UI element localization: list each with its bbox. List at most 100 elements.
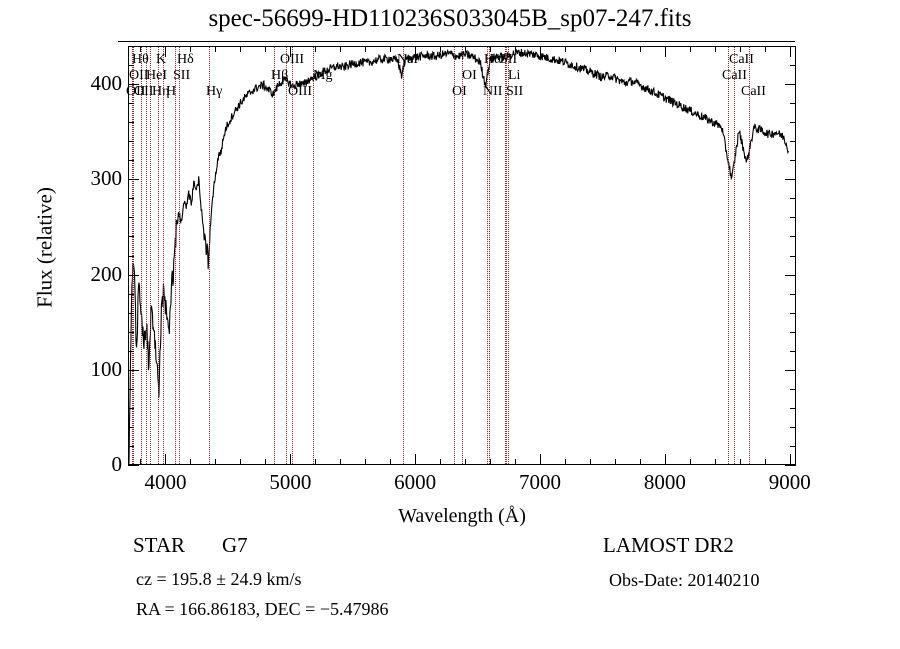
spectral-line-marker <box>145 47 147 464</box>
obs-date-label: Obs-Date: 20140210 <box>609 570 760 590</box>
x-tick-label: 6000 <box>394 470 437 494</box>
spectral-line-label: Hη <box>152 84 170 99</box>
spectral-line-label: CaII <box>741 84 766 99</box>
axis-tick <box>589 459 591 465</box>
axis-tick <box>790 388 796 390</box>
axis-tick <box>128 236 134 238</box>
spectral-line-marker <box>505 47 507 464</box>
axis-tick <box>128 179 139 181</box>
axis-tick <box>128 122 134 124</box>
x-tick-label: 4000 <box>144 470 187 494</box>
y-tick-label: 400 <box>90 71 123 96</box>
spectral-line-marker <box>453 47 455 464</box>
spectral-line-label: Hδ <box>177 52 194 67</box>
spectral-line-marker <box>486 47 488 464</box>
axis-tick <box>128 103 134 105</box>
spectral-line-marker <box>504 47 506 464</box>
axis-tick <box>290 46 292 57</box>
axis-tick <box>739 459 741 465</box>
axis-tick <box>790 141 796 143</box>
spectral-line-label: Hθ <box>132 52 149 67</box>
x-tick-label: 5000 <box>269 470 312 494</box>
axis-tick <box>128 293 134 295</box>
axis-tick <box>340 459 342 465</box>
coordinates-label: RA = 166.86183, DEC = −5.47986 <box>136 599 389 619</box>
radial-velocity-label: cz = 195.8 ± 24.9 km/s <box>136 569 302 589</box>
y-tick-label: 100 <box>90 356 123 381</box>
axis-tick <box>415 454 417 465</box>
axis-tick <box>790 236 796 238</box>
axis-tick <box>390 46 392 52</box>
axis-tick <box>440 46 442 52</box>
axis-tick <box>589 46 591 52</box>
axis-tick <box>785 179 796 181</box>
spectral-class-label: G7 <box>222 533 248 557</box>
axis-tick <box>265 459 267 465</box>
axis-tick <box>790 255 796 257</box>
axis-tick <box>128 350 134 352</box>
axis-tick <box>290 454 292 465</box>
axis-tick <box>165 454 167 465</box>
spectral-line-label: OII <box>129 68 149 83</box>
spectral-line-marker <box>179 47 181 464</box>
axis-tick <box>790 65 796 67</box>
axis-tick <box>365 459 367 465</box>
axis-tick <box>639 459 641 465</box>
spectral-line-label: Hα <box>484 52 502 67</box>
spectral-line-marker <box>286 47 288 464</box>
object-type-label: STAR <box>133 533 185 557</box>
y-tick-label: 0 <box>111 452 123 476</box>
axis-tick <box>240 459 242 465</box>
axis-tick <box>465 459 467 465</box>
spectral-line-label: SII <box>500 52 518 67</box>
axis-tick <box>128 217 134 219</box>
axis-tick <box>128 274 139 276</box>
x-tick-label: 7000 <box>519 470 562 494</box>
spectral-line-label: NaI <box>397 52 418 67</box>
axis-tick <box>128 160 134 162</box>
axis-tick <box>764 46 766 52</box>
axis-tick <box>789 454 791 465</box>
survey-label: LAMOST DR2 <box>603 533 734 557</box>
spectral-line-marker <box>141 47 143 464</box>
spectral-line-label: OI <box>462 68 477 83</box>
axis-tick <box>790 312 796 314</box>
axis-tick <box>790 122 796 124</box>
axis-tick <box>689 46 691 52</box>
axis-tick <box>128 255 134 257</box>
axis-tick <box>128 426 134 428</box>
spectral-line-marker <box>158 47 160 464</box>
axis-tick <box>689 459 691 465</box>
spectral-line-marker <box>162 47 164 464</box>
axis-tick <box>215 459 217 465</box>
axis-tick <box>315 459 317 465</box>
axis-tick <box>785 465 796 466</box>
spectral-line-label: H <box>166 84 177 99</box>
spectral-line-marker <box>208 47 210 464</box>
spectral-line-marker <box>507 47 509 464</box>
spectral-line-marker <box>728 47 730 464</box>
spectral-line-label: CaII <box>722 68 747 83</box>
axis-tick <box>128 141 134 143</box>
spectral-line-marker <box>292 47 294 464</box>
axis-tick <box>790 217 796 219</box>
axis-tick <box>415 46 417 57</box>
axis-tick <box>785 369 796 371</box>
x-tick-label: 8000 <box>643 470 686 494</box>
axis-tick <box>128 312 134 314</box>
spectral-line-label: NII <box>483 84 503 99</box>
axis-tick <box>790 331 796 333</box>
axis-tick <box>128 407 134 409</box>
axis-tick <box>790 160 796 162</box>
axis-tick <box>515 46 517 52</box>
axis-tick <box>128 465 139 466</box>
axis-tick <box>565 459 566 465</box>
axis-tick <box>190 46 192 52</box>
y-tick-label: 200 <box>90 261 123 286</box>
axis-tick <box>790 350 796 352</box>
x-axis-title: Wavelength (Å) <box>398 505 526 527</box>
axis-tick <box>614 46 616 52</box>
spectrum-trace <box>129 47 795 464</box>
axis-tick <box>790 426 796 428</box>
